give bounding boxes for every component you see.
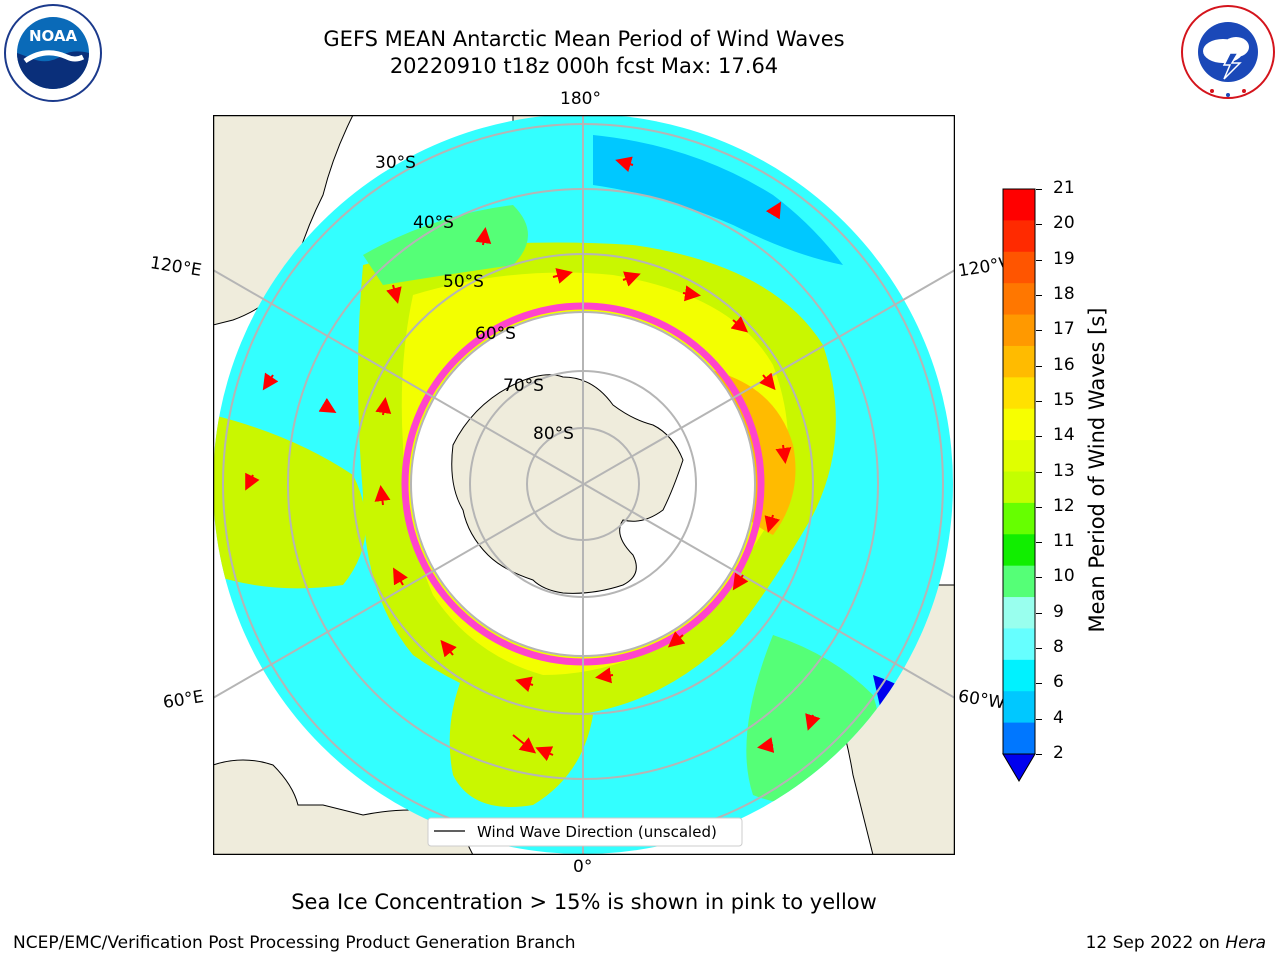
colorbar-band [1003, 628, 1035, 661]
chart-title: GEFS MEAN Antarctic Mean Period of Wind … [323, 27, 845, 51]
colorbar-band [1003, 502, 1035, 535]
colorbar-tick-label: 4 [1053, 707, 1064, 728]
sea-ice-note: Sea Ice Concentration > 15% is shown in … [291, 890, 877, 914]
map-legend: Wind Wave Direction (unscaled) [427, 817, 743, 847]
lon-label-right-lower: 60°W [956, 686, 1007, 714]
noaa-logo: NOAA [3, 3, 103, 103]
colorbar-tick-label: 19 [1053, 248, 1075, 269]
run-date-prefix: 12 Sep 2022 on [1085, 933, 1226, 953]
svg-text:NOAA: NOAA [29, 27, 78, 45]
colorbar-band [1003, 440, 1035, 472]
colorbar-tick-mark [1036, 506, 1042, 508]
colorbar-tick-mark [1036, 718, 1042, 720]
colorbar-tick-label: 10 [1053, 566, 1075, 587]
svg-text:60°S: 60°S [475, 324, 516, 344]
chart-subtitle: 20220910 t18z 000h fcst Max: 17.64 [389, 54, 779, 78]
colorbar-tick-mark [1036, 612, 1042, 614]
svg-text:50°S: 50°S [443, 272, 484, 292]
colorbar-tick-label: 12 [1053, 495, 1075, 516]
run-date: 12 Sep 2022 on Hera [1086, 933, 1266, 953]
colorbar-band [1003, 597, 1035, 629]
colorbar-tick-label: 14 [1053, 425, 1075, 446]
colorbar-band [1003, 659, 1035, 692]
colorbar-tick-label: 8 [1053, 637, 1064, 658]
colorbar-tick-label: 6 [1053, 672, 1064, 693]
colorbar-band [1003, 691, 1035, 724]
colorbar-tick-label: 11 [1053, 531, 1075, 552]
colorbar-band [1003, 377, 1035, 410]
lon-label-bottom: 0° [573, 857, 593, 877]
colorbar-tick-label: 13 [1053, 460, 1075, 481]
colorbar-band [1003, 534, 1035, 567]
antarctica-land [451, 374, 684, 594]
svg-text:30°S: 30°S [375, 153, 416, 173]
colorbar-tick-mark [1036, 330, 1042, 332]
lon-label-left-lower: 60°E [161, 686, 206, 714]
svg-text:40°S: 40°S [413, 213, 454, 233]
colorbar-tick-mark [1036, 754, 1042, 755]
colorbar-band [1003, 189, 1035, 221]
colorbar-band [1003, 345, 1035, 378]
colorbar-tick-mark [1036, 471, 1042, 473]
colorbar-band [1003, 283, 1035, 316]
colorbar-band [1003, 471, 1035, 504]
svg-text:Wind Wave Direction (unscaled): Wind Wave Direction (unscaled) [477, 823, 717, 841]
colorbar-tick-label: 21 [1053, 178, 1075, 198]
colorbar-tick-mark [1036, 189, 1042, 190]
colorbar-tick-mark [1036, 400, 1042, 402]
colorbar-band [1003, 314, 1035, 347]
nws-logo [1178, 3, 1278, 101]
colorbar-band [1003, 408, 1035, 441]
lon-label-top: 180° [560, 89, 601, 109]
svg-text:70°S: 70°S [503, 376, 544, 396]
colorbar-tick-label: 16 [1053, 354, 1075, 375]
colorbar-extend [1002, 753, 1036, 782]
colorbar-tick-mark [1036, 259, 1042, 261]
colorbar-tick-mark [1036, 683, 1042, 685]
colorbar-tick-label: 2 [1053, 743, 1064, 763]
colorbar-label: Mean Period of Wind Waves [s] [1085, 307, 1109, 633]
machine-name: Hera [1225, 933, 1266, 953]
credit-text: NCEP/EMC/Verification Post Processing Pr… [13, 933, 576, 953]
colorbar-tick-mark [1036, 365, 1042, 367]
colorbar-band [1003, 565, 1035, 598]
polar-map: Wind Wave Direction (unscaled) 30°S 40°S… [212, 114, 956, 856]
colorbar-tick-label: 9 [1053, 601, 1064, 622]
colorbar-tick-label: 20 [1053, 213, 1075, 234]
colorbar-tick-mark [1036, 648, 1042, 650]
colorbar-tick-mark [1036, 577, 1042, 579]
colorbar-tick-mark [1036, 436, 1042, 438]
colorbar [1002, 188, 1036, 784]
colorbar-tick-mark [1036, 294, 1042, 296]
svg-text:80°S: 80°S [533, 424, 574, 444]
colorbar-tick-label: 15 [1053, 389, 1075, 410]
colorbar-band [1003, 220, 1035, 253]
colorbar-band [1003, 722, 1035, 755]
lon-label-left-upper: 120°E [148, 253, 203, 281]
colorbar-tick-label: 17 [1053, 319, 1075, 340]
colorbar-tick-mark [1036, 224, 1042, 226]
colorbar-tick-label: 18 [1053, 283, 1075, 304]
colorbar-tick-mark [1036, 542, 1042, 544]
colorbar-band [1003, 251, 1035, 284]
